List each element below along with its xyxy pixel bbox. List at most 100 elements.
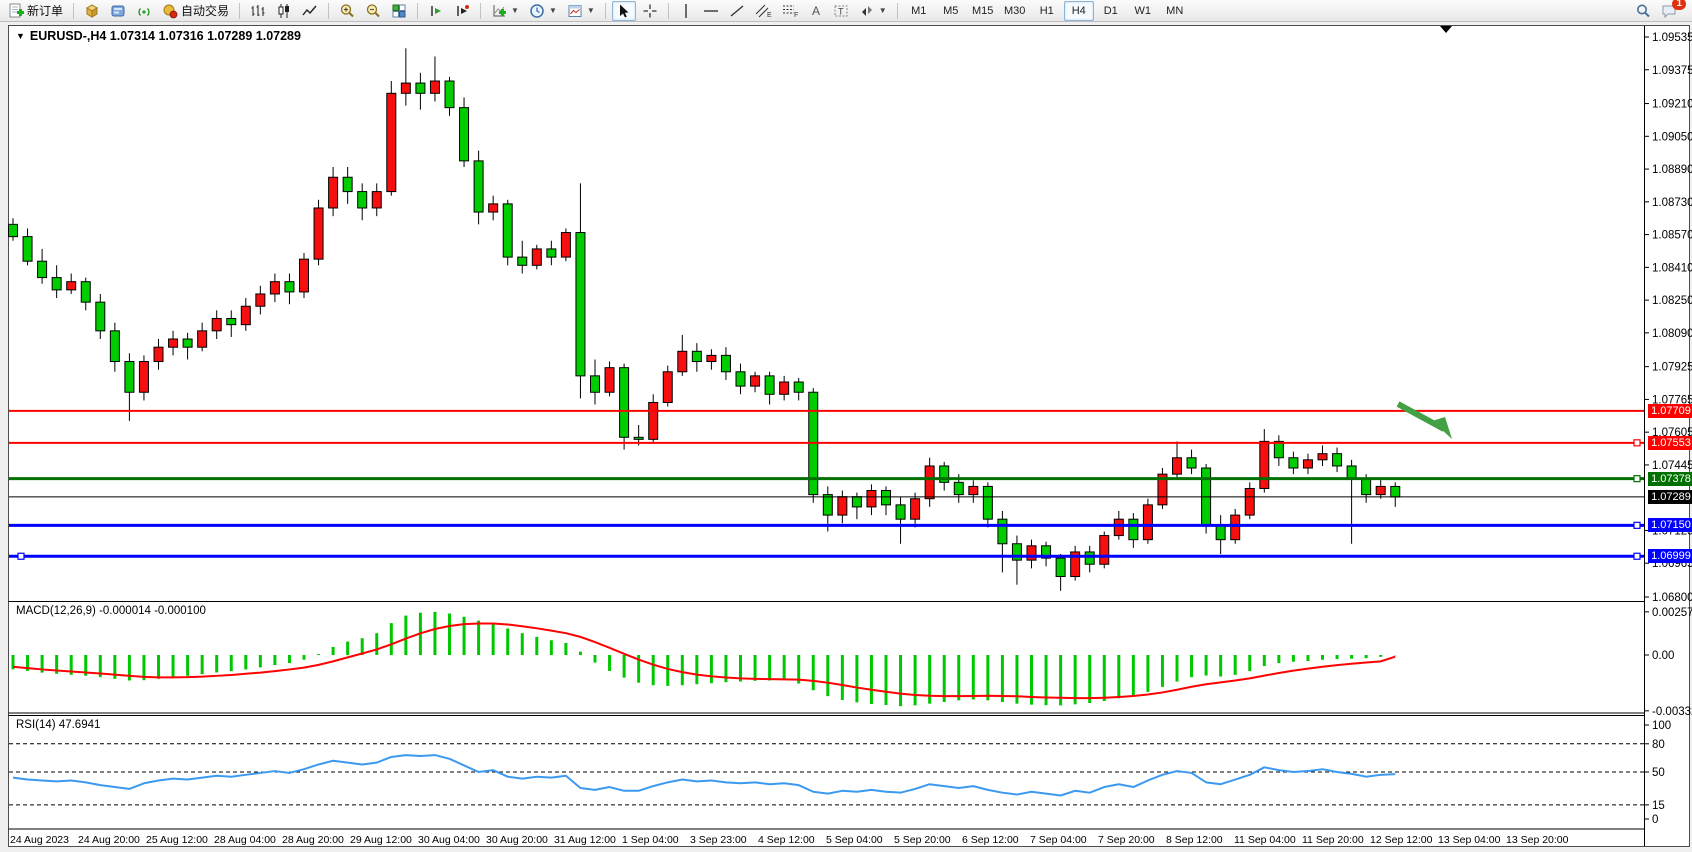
bull-candle: [677, 350, 688, 373]
timeframe-m1-button[interactable]: M1: [911, 4, 927, 17]
bull-candle: [924, 465, 935, 500]
arrows-tool-icon: [861, 5, 872, 16]
price-level-badge[interactable]: 1.06999: [1648, 549, 1692, 564]
notification-badge: 1: [1672, 0, 1686, 10]
timeframe-d1-button[interactable]: D1: [1103, 4, 1118, 17]
bear-candle: [109, 330, 120, 363]
line-chart-button[interactable]: [298, 1, 322, 21]
arrow-head: [1432, 417, 1452, 439]
date-tick-label: 5 Sep 04:00: [826, 834, 883, 846]
macd-indicator-label: MACD(12,26,9) -0.000014 -0.000100: [16, 605, 206, 617]
text-label-button[interactable]: T: [829, 1, 853, 21]
vertical-line-button[interactable]: [675, 1, 697, 21]
chart-frame: [8, 26, 1645, 846]
date-tick-label: 25 Aug 12:00: [146, 834, 208, 846]
chevron-down-icon: ▼: [586, 6, 595, 15]
navigator-button[interactable]: [132, 1, 156, 21]
time-axis[interactable]: 24 Aug 2023 24 Aug 20:00 25 Aug 12:00 28 Au…: [10, 834, 1569, 846]
fibonacci-button[interactable]: F: [778, 1, 803, 21]
bull-candle: [1244, 487, 1255, 516]
timeframe-w1-button[interactable]: W1: [1134, 4, 1151, 17]
horizontal-level-lines[interactable]: [9, 409, 1644, 560]
timeframe-m5-button[interactable]: M5: [943, 4, 959, 17]
price-tick-label: 1.08730: [1652, 197, 1692, 209]
timeframe-mn-button[interactable]: MN: [1166, 4, 1184, 17]
new-order-button[interactable]: 新订单: [4, 1, 67, 21]
annotation-arrow[interactable]: [1396, 401, 1452, 439]
macd-signal-line: [12, 622, 1396, 700]
bull-candle: [488, 203, 499, 213]
date-tick-label: 13 Sep 20:00: [1506, 834, 1569, 846]
bull-candle: [386, 92, 397, 193]
price-level-badge[interactable]: 1.07289: [1648, 489, 1692, 504]
bull-candle: [531, 248, 542, 266]
template-icon: [568, 4, 582, 17]
market-watch-button[interactable]: [80, 1, 104, 21]
timeframe-m15-button[interactable]: M15: [972, 4, 994, 17]
crosshair-button[interactable]: [638, 1, 662, 21]
price-tick-label: 1.07445: [1652, 460, 1692, 472]
timeframe-h1-button[interactable]: H1: [1039, 4, 1054, 17]
price-tick-label: 1.08570: [1652, 230, 1692, 242]
bear-candle: [415, 82, 426, 94]
zoom-out-button[interactable]: [361, 1, 385, 21]
arrows-tool-button[interactable]: ▼: [855, 1, 891, 21]
bars-chart-button[interactable]: [246, 1, 270, 21]
data-window-button[interactable]: [106, 1, 130, 21]
bars-chart-icon: [251, 4, 265, 16]
date-tick-label: 29 Aug 12:00: [350, 834, 412, 846]
bear-candle: [1215, 524, 1226, 541]
gold-cube-icon: [86, 3, 98, 18]
line-handle[interactable]: [1633, 475, 1641, 483]
line-handle[interactable]: [1633, 439, 1641, 447]
autotrade-button[interactable]: 自动交易: [158, 1, 233, 21]
horizontal-line-button[interactable]: [699, 1, 723, 21]
date-tick-label: 5 Sep 20:00: [894, 834, 951, 846]
equidistant-channel-button[interactable]: E: [751, 1, 776, 21]
bull-candle: [1375, 485, 1386, 496]
auto-scroll-button[interactable]: [424, 1, 448, 21]
zoom-in-button[interactable]: [335, 1, 359, 21]
bear-candle: [1390, 485, 1401, 498]
bull-candle: [1259, 440, 1270, 489]
templates-button[interactable]: ▼: [563, 1, 599, 21]
bear-candle: [691, 350, 702, 363]
bull-candle: [648, 401, 659, 440]
line-handle[interactable]: [17, 552, 25, 560]
line-chart-icon: [302, 5, 317, 15]
search-button[interactable]: [1631, 1, 1655, 21]
cursor-button[interactable]: [611, 0, 636, 21]
tile-windows-button[interactable]: [387, 1, 411, 21]
price-axis[interactable]: 1.09535 1.09375 1.09210 1.09050 1.08890 1.087…: [1644, 32, 1692, 826]
symbol-dropdown-icon[interactable]: ▼: [16, 31, 25, 41]
trendline-button[interactable]: [725, 1, 749, 21]
chevron-down-icon: ▼: [878, 6, 887, 15]
indicators-button[interactable]: ▼: [487, 1, 523, 21]
chart-window: [8, 25, 1690, 847]
bull-candle: [138, 361, 149, 393]
candlestick-chart-button[interactable]: [272, 1, 296, 21]
price-level-badge[interactable]: 1.07553: [1648, 435, 1692, 450]
price-level-badge[interactable]: 1.07709: [1648, 403, 1692, 418]
bear-candle: [851, 496, 862, 508]
text-button[interactable]: A: [805, 1, 827, 21]
bull-candle: [779, 381, 790, 395]
chart-shift-button[interactable]: [450, 1, 474, 21]
line-handle[interactable]: [1633, 521, 1641, 529]
price-tick-label: 1.09375: [1652, 65, 1692, 77]
price-level-badge[interactable]: 1.07378: [1648, 471, 1692, 486]
notifications-button[interactable]: 1: [1657, 0, 1686, 21]
periods-button[interactable]: ▼: [525, 1, 561, 21]
svg-text:A: A: [812, 4, 820, 18]
date-tick-label: 12 Sep 12:00: [1370, 834, 1433, 846]
bear-candle: [982, 485, 993, 520]
timeframe-m30-button[interactable]: M30: [1004, 4, 1026, 17]
line-handle[interactable]: [1633, 552, 1641, 560]
price-level-badge[interactable]: 1.07150: [1648, 518, 1692, 533]
macd-pane: [11, 611, 1397, 707]
bull-candle: [1157, 473, 1168, 506]
bear-candle: [1346, 465, 1357, 479]
date-tick-label: 24 Aug 2023: [10, 834, 69, 846]
timeframe-h4-button[interactable]: H4: [1063, 0, 1094, 21]
